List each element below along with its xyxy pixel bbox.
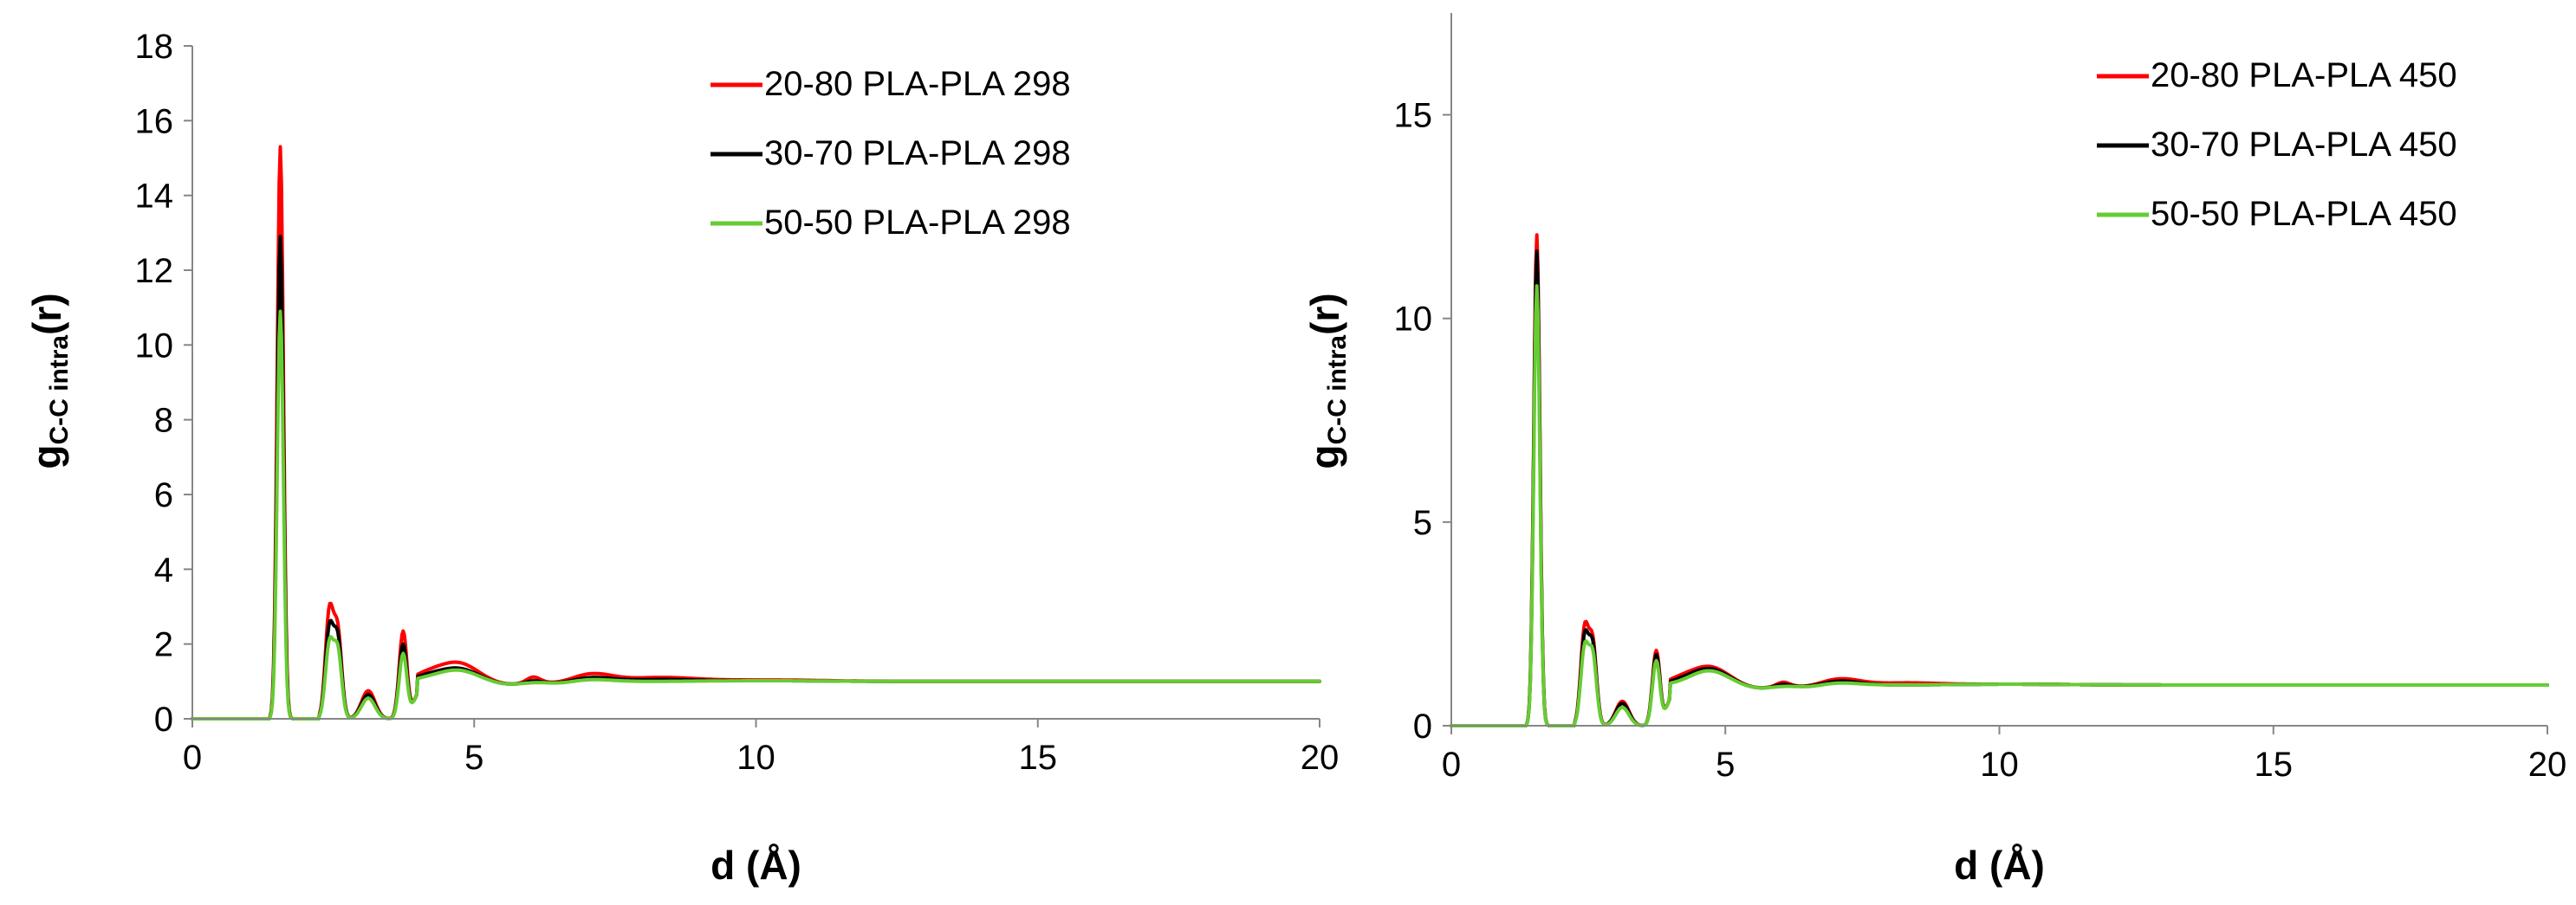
y-axis-label: gC-C intra(r) (1302, 293, 1352, 469)
series-line-30-70 (1450, 249, 2549, 727)
x-tick-label: 0 (1442, 746, 1461, 784)
x-tick-label: 10 (736, 739, 775, 777)
x-tick-labels: 0 5 10 15 20 (1442, 726, 2566, 784)
y-tick-label: 16 (135, 102, 174, 140)
y-tick-label: 14 (135, 178, 174, 216)
y-tick-label: 0 (1413, 708, 1432, 746)
legend: 20-80 PLA-PLA 298 30-70 PLA-PLA 298 50-50 … (711, 65, 1071, 242)
y-tick-labels: 0 5 10 15 (1394, 97, 1451, 746)
y-tick-label: 12 (135, 252, 174, 290)
series-line-20-80 (191, 145, 1321, 721)
y-tick-label: 0 (154, 701, 173, 739)
y-tick-label: 4 (154, 551, 173, 589)
x-tick-label: 20 (2528, 746, 2567, 784)
y-tick-label: 6 (154, 476, 173, 514)
chart-panel-298: 0 2 4 6 8 10 12 14 16 18 0 5 10 15 20 d (Å) gC-C intr… (24, 28, 1339, 888)
y-tick-label: 8 (154, 402, 173, 440)
x-tick-label: 0 (183, 739, 202, 777)
y-tick-label: 15 (1394, 97, 1433, 135)
x-axis-label: d (Å) (711, 843, 801, 888)
legend-label: 50-50 PLA-PLA 298 (764, 204, 1071, 242)
x-tick-label: 20 (1301, 739, 1340, 777)
x-tick-label: 5 (1716, 746, 1735, 784)
y-tick-label: 18 (135, 28, 174, 66)
y-tick-label: 10 (135, 326, 174, 365)
series-line-30-70 (191, 235, 1321, 721)
series-line-50-50 (1450, 284, 2549, 727)
chart-panel-450: 0 5 10 15 0 5 10 15 20 d (Å) gC-C intra(r) 20-8… (1302, 13, 2566, 888)
x-tick-label: 10 (1980, 746, 2019, 784)
legend-label: 30-70 PLA-PLA 298 (764, 134, 1071, 172)
y-axis-label: gC-C intra(r) (24, 293, 74, 469)
y-tick-label: 5 (1413, 504, 1432, 542)
x-axis-label: d (Å) (1954, 843, 2045, 888)
x-tick-label: 15 (1019, 739, 1058, 777)
y-tick-labels: 0 2 4 6 8 10 12 14 16 18 (135, 28, 192, 739)
series-line-20-80 (1450, 233, 2549, 727)
legend-label: 50-50 PLA-PLA 450 (2151, 195, 2457, 233)
x-tick-label: 5 (464, 739, 483, 777)
series-lines (191, 145, 1321, 721)
legend: 20-80 PLA-PLA 450 30-70 PLA-PLA 450 50-50 … (2097, 56, 2457, 233)
series-line-50-50 (191, 309, 1321, 721)
x-tick-label: 15 (2255, 746, 2294, 784)
legend-label: 30-70 PLA-PLA 450 (2151, 126, 2457, 164)
series-lines (1450, 233, 2549, 727)
y-tick-label: 2 (154, 626, 173, 664)
x-tick-labels: 0 5 10 15 20 (183, 719, 1339, 777)
legend-label: 20-80 PLA-PLA 450 (2151, 56, 2457, 94)
y-tick-label: 10 (1394, 301, 1433, 339)
legend-label: 20-80 PLA-PLA 298 (764, 65, 1071, 103)
